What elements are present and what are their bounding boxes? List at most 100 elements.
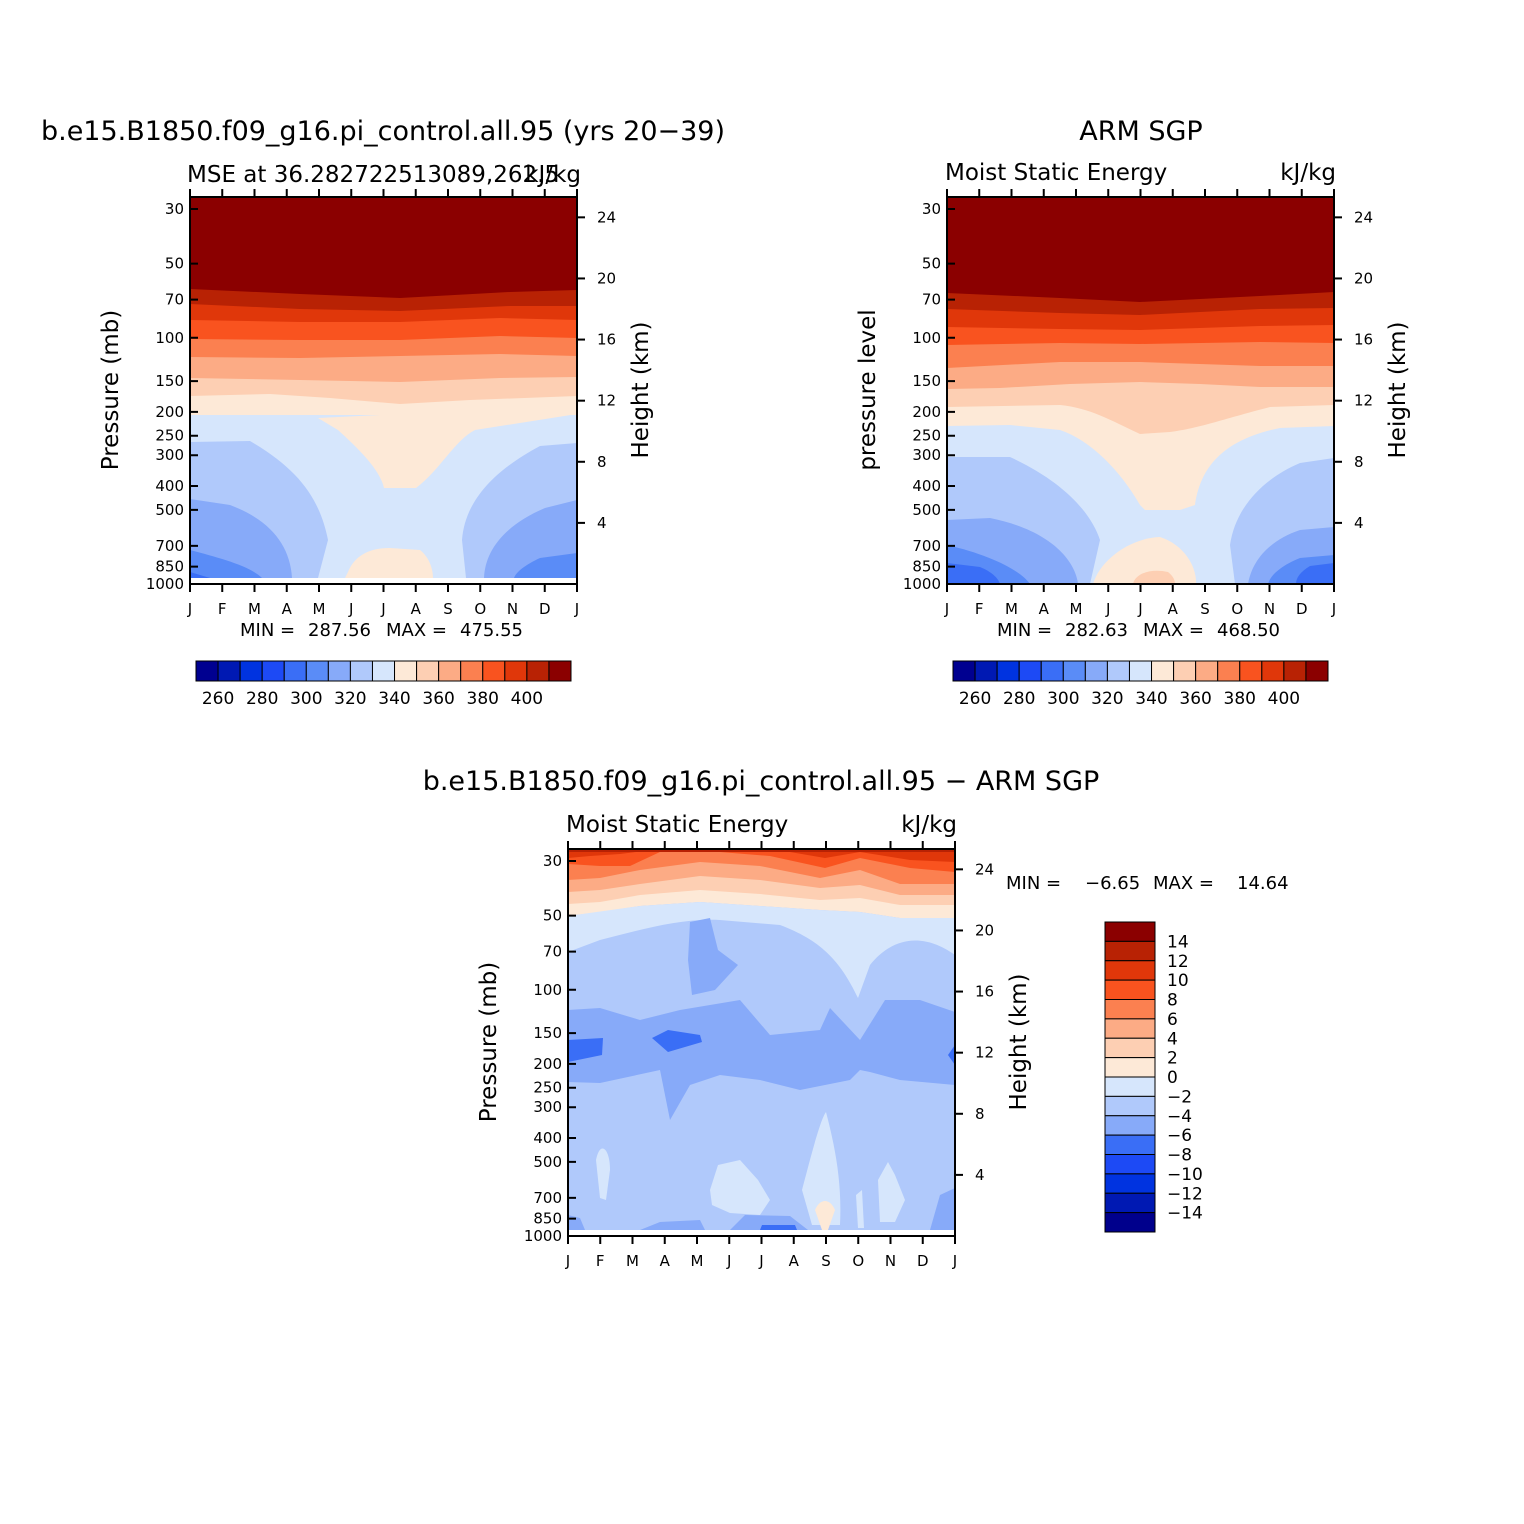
- colorbar-swatch: [217, 660, 241, 682]
- contour-fill: [815, 1201, 835, 1230]
- x-tick-label: A: [789, 1252, 800, 1270]
- y-tick-label: 250: [155, 427, 184, 445]
- colorbar-label: −8: [1167, 1146, 1192, 1166]
- y2-tick-label: 4: [1354, 514, 1364, 532]
- colorbar-label: 14: [1167, 932, 1189, 952]
- x-tick-label: N: [1264, 600, 1275, 618]
- panel-model-max-label: MAX =: [386, 620, 447, 641]
- colorbar-swatch: [1104, 979, 1156, 1000]
- x-tick-label: S: [821, 1252, 831, 1270]
- x-tick-label: J: [726, 1252, 731, 1270]
- colorbar-swatch: [1040, 660, 1064, 682]
- panel-obs-title: ARM SGP: [1079, 116, 1202, 147]
- colorbar-swatch: [1104, 1115, 1156, 1136]
- contour-fill: [802, 1112, 841, 1225]
- x-tick-label: M: [248, 600, 261, 618]
- panel-diff-title: b.e15.B1850.f09_g16.pi_control.all.95 − …: [423, 766, 1100, 797]
- x-tick-label: M: [1005, 600, 1018, 618]
- panel-diff-subtitle-right: kJ/kg: [901, 812, 957, 838]
- panel-obs-max-value: 468.50: [1217, 620, 1280, 641]
- contour-fill: [1133, 570, 1175, 584]
- colorbar-swatch: [1104, 1154, 1156, 1175]
- panel-model: b.e15.B1850.f09_g16.pi_control.all.95 (y…: [41, 116, 725, 709]
- panel-diff-contours: [568, 849, 955, 1236]
- x-tick-label: J: [758, 1252, 763, 1270]
- panel-obs: ARM SGP Moist Static Energy kJ/kg 30 50: [855, 116, 1411, 709]
- x-tick-label: J: [380, 600, 385, 618]
- panel-obs-contours: [947, 197, 1334, 584]
- colorbar-swatch: [349, 660, 373, 682]
- y2-tick-label: 4: [975, 1166, 985, 1184]
- y2-tick-label: 12: [975, 1044, 994, 1062]
- y-tick-label: 150: [533, 1024, 562, 1042]
- y2-tick-label: 16: [975, 983, 994, 1001]
- x-tick-label: N: [885, 1252, 896, 1270]
- colorbar-swatch: [1104, 940, 1156, 962]
- y2-tick-label: 24: [1354, 208, 1373, 226]
- colorbar-swatch: [1261, 660, 1285, 682]
- y-tick-label: 50: [543, 907, 562, 925]
- colorbar-label: 10: [1167, 971, 1189, 991]
- x-tick-label: J: [1105, 600, 1110, 618]
- panel-model-subtitle-left: MSE at 36.2827225130​89,262.5: [187, 162, 559, 188]
- y2-tick-label: 12: [597, 392, 616, 410]
- colorbar-swatch: [504, 660, 528, 682]
- no-data-band: [568, 1230, 955, 1236]
- panel-model-y2label: Height (km): [628, 321, 654, 458]
- contour-fill: [688, 918, 738, 995]
- colorbar-swatch: [1104, 1018, 1156, 1039]
- contour-fill: [514, 553, 577, 578]
- colorbar-swatch: [1104, 1057, 1156, 1078]
- contour-fill: [190, 550, 262, 578]
- colorbar-label: 12: [1167, 952, 1189, 972]
- panel-obs-subtitle-left: Moist Static Energy: [945, 160, 1167, 186]
- y-tick-label: 70: [165, 291, 184, 309]
- colorbar-label: 280: [1003, 689, 1035, 709]
- colorbar-swatch: [1104, 1037, 1156, 1059]
- contour-fill: [568, 849, 955, 862]
- x-tick-label: O: [1231, 600, 1243, 618]
- colorbar-swatch: [1104, 1134, 1156, 1155]
- y-tick-label: 30: [922, 200, 941, 218]
- y-tick-label: 1000: [146, 575, 184, 593]
- y-tick-label: 200: [533, 1055, 562, 1073]
- colorbar-label: 2: [1167, 1049, 1178, 1069]
- y-tick-label: 100: [155, 329, 184, 347]
- y-tick-label: 1000: [903, 575, 941, 593]
- colorbar-swatch: [460, 660, 484, 682]
- y-tick-label: 700: [155, 537, 184, 555]
- contour-fill: [596, 1148, 610, 1200]
- panel-obs-subtitle-right: kJ/kg: [1280, 160, 1336, 186]
- y2-tick-label: 12: [1354, 392, 1373, 410]
- colorbar-swatch: [394, 660, 418, 682]
- colorbar-swatch: [1239, 660, 1263, 682]
- colorbar-swatch: [1104, 921, 1156, 942]
- panel-obs-min-label: MIN =: [997, 620, 1052, 641]
- x-tick-label: M: [691, 1252, 704, 1270]
- y-tick-label: 500: [533, 1153, 562, 1171]
- colorbar-swatch: [1018, 660, 1042, 682]
- y-tick-label: 100: [533, 981, 562, 999]
- x-tick-label: N: [507, 600, 518, 618]
- y-tick-label: 300: [155, 446, 184, 464]
- panel-diff-max-value: 14.64: [1237, 873, 1289, 894]
- y2-tick-label: 24: [597, 208, 616, 226]
- colorbar-swatch: [261, 660, 285, 682]
- contour-fill: [640, 1220, 705, 1230]
- colorbar-swatch: [1128, 660, 1153, 682]
- y-tick-label: 500: [155, 501, 184, 519]
- panel-diff-max-label: MAX =: [1153, 873, 1214, 894]
- colorbar-label: −2: [1167, 1087, 1192, 1107]
- colorbar-swatch: [1104, 1076, 1156, 1097]
- y-tick-label: 100: [912, 329, 941, 347]
- contour-fill: [760, 1225, 797, 1230]
- y-tick-label: 200: [155, 403, 184, 421]
- colorbar-swatch: [482, 660, 506, 682]
- contour-fill: [568, 902, 955, 998]
- colorbar-label: 260: [202, 689, 234, 709]
- x-tick-label: S: [443, 600, 453, 618]
- y-tick-label: 30: [543, 852, 562, 870]
- y-tick-label: 700: [912, 537, 941, 555]
- x-tick-label: M: [313, 600, 326, 618]
